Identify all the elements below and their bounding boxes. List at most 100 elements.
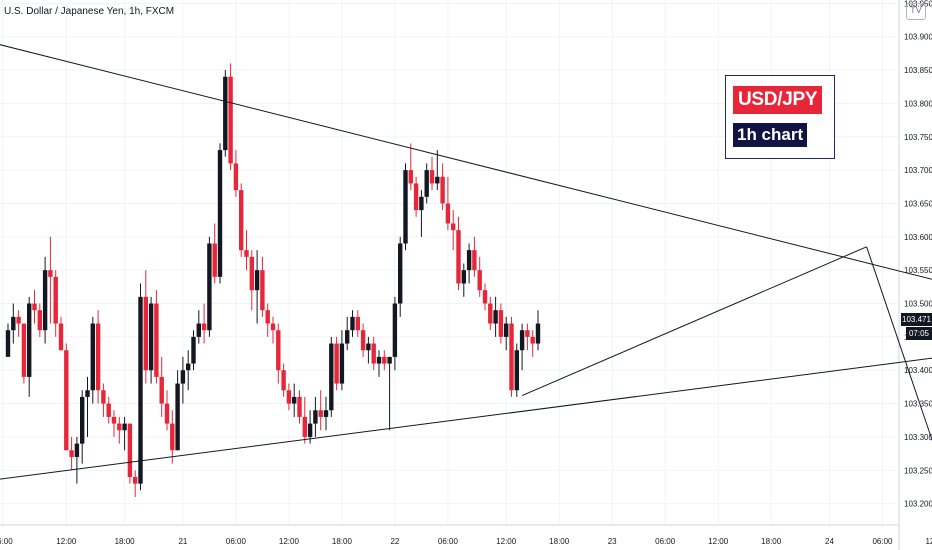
candle-body (387, 356, 392, 364)
candle-body (519, 330, 525, 351)
time-tick-label: 06:00 (226, 537, 247, 546)
candle-body (143, 296, 148, 371)
candle-body (424, 170, 429, 197)
price-tick-label: 103.950 (904, 0, 932, 8)
candle-body (472, 250, 477, 271)
candle-body (286, 390, 292, 404)
candle-body (403, 170, 408, 244)
candle-body (339, 343, 345, 384)
candle-body (74, 443, 80, 457)
candle-body (37, 310, 42, 331)
candle-body (302, 416, 307, 437)
candle-body (535, 323, 541, 344)
price-tick-label: 103.600 (904, 233, 932, 242)
time-tick-label: 06:00 (872, 537, 893, 546)
candle-body (154, 303, 159, 377)
time-tick-label: 12:00 (279, 537, 300, 546)
candle-body (260, 270, 265, 311)
info-title: USD/JPY (733, 86, 823, 114)
time-tick-label: 12:00 (708, 537, 729, 546)
time-tick-label: 23 (608, 537, 617, 546)
candle-body (191, 336, 196, 364)
candle-body (164, 403, 170, 424)
candle-body (376, 356, 382, 364)
candle-body (5, 330, 11, 357)
price-tick-label: 103.200 (904, 500, 932, 509)
time-tick-label: 22 (390, 537, 399, 546)
candle-body (477, 270, 482, 291)
time-tick-label: 12:00 (925, 537, 932, 546)
bar-countdown-label: 07:05 (906, 327, 932, 340)
candle-body (498, 310, 504, 337)
candle-body (323, 410, 329, 417)
candle-body (392, 303, 398, 357)
price-tick-label: 103.800 (904, 99, 932, 108)
candle-body (345, 330, 350, 344)
price-tick-label: 103.500 (904, 300, 932, 309)
price-tick-label: 103.850 (904, 66, 932, 75)
candle-body (307, 423, 313, 437)
candle-body (318, 410, 323, 417)
candle-body (186, 363, 191, 371)
candle-body (514, 350, 519, 391)
candle-body (440, 176, 445, 204)
chart-info-box: USD/JPY 1h chart (725, 75, 835, 159)
symbol-title[interactable]: U.S. Dollar / Japanese Yen, 1h, FXCM (4, 6, 175, 17)
candle-body (53, 276, 58, 324)
candle-body (90, 323, 95, 391)
candle-body (276, 330, 281, 371)
candle-body (270, 323, 276, 331)
candle-body (212, 243, 217, 277)
candle-body (201, 323, 207, 331)
trendline-drawings[interactable] (0, 41, 932, 505)
candle-body (355, 316, 360, 331)
candle-body (329, 343, 334, 411)
candle-body (429, 170, 435, 184)
candle-body (133, 476, 138, 484)
price-tick-label: 103.300 (904, 433, 932, 442)
candle-body (148, 303, 154, 371)
candle-body (466, 250, 472, 271)
candle-body (493, 310, 498, 324)
candle-body (48, 270, 53, 277)
candle-body (228, 76, 233, 164)
candle-body (313, 410, 318, 424)
candle-body (217, 150, 223, 277)
candle-body (445, 203, 451, 224)
tradingview-logo-icon[interactable]: TV (906, 3, 926, 20)
candle-body (95, 323, 101, 391)
candlestick-series (5, 63, 541, 497)
price-tick-label: 103.350 (904, 400, 932, 409)
time-tick-label: 06:00 (438, 537, 459, 546)
time-tick-label: 18:00 (115, 537, 136, 546)
price-axis-labels: 103.200 103.250 103.300 103.350 103.400 103.4… (904, 0, 932, 509)
candle-body (254, 270, 260, 291)
time-tick-label: 06:00 (0, 537, 13, 546)
time-tick-label: 18:00 (761, 537, 782, 546)
candle-body (42, 270, 48, 331)
candle-body (58, 323, 64, 351)
candle-body (371, 343, 376, 364)
candle-body (64, 350, 69, 451)
candle-body (111, 416, 117, 424)
time-tick-label: 24 (825, 537, 834, 546)
candle-body (382, 356, 387, 364)
candle-body (398, 243, 403, 304)
candle-body (360, 330, 366, 351)
candle-body (504, 323, 509, 337)
candle-body (408, 170, 413, 184)
candle-body (435, 176, 440, 184)
candle-body (11, 316, 16, 331)
candle-body (223, 76, 228, 151)
candle-body (27, 303, 32, 377)
candle-body (170, 423, 175, 451)
price-tick-label: 103.400 (904, 366, 932, 375)
candle-body (292, 396, 297, 404)
candle-body (207, 243, 212, 331)
price-tick-label: 103.650 (904, 199, 932, 208)
candle-body (509, 323, 514, 391)
candle-body (233, 163, 239, 191)
candle-body (456, 230, 461, 284)
candle-body (106, 403, 111, 417)
